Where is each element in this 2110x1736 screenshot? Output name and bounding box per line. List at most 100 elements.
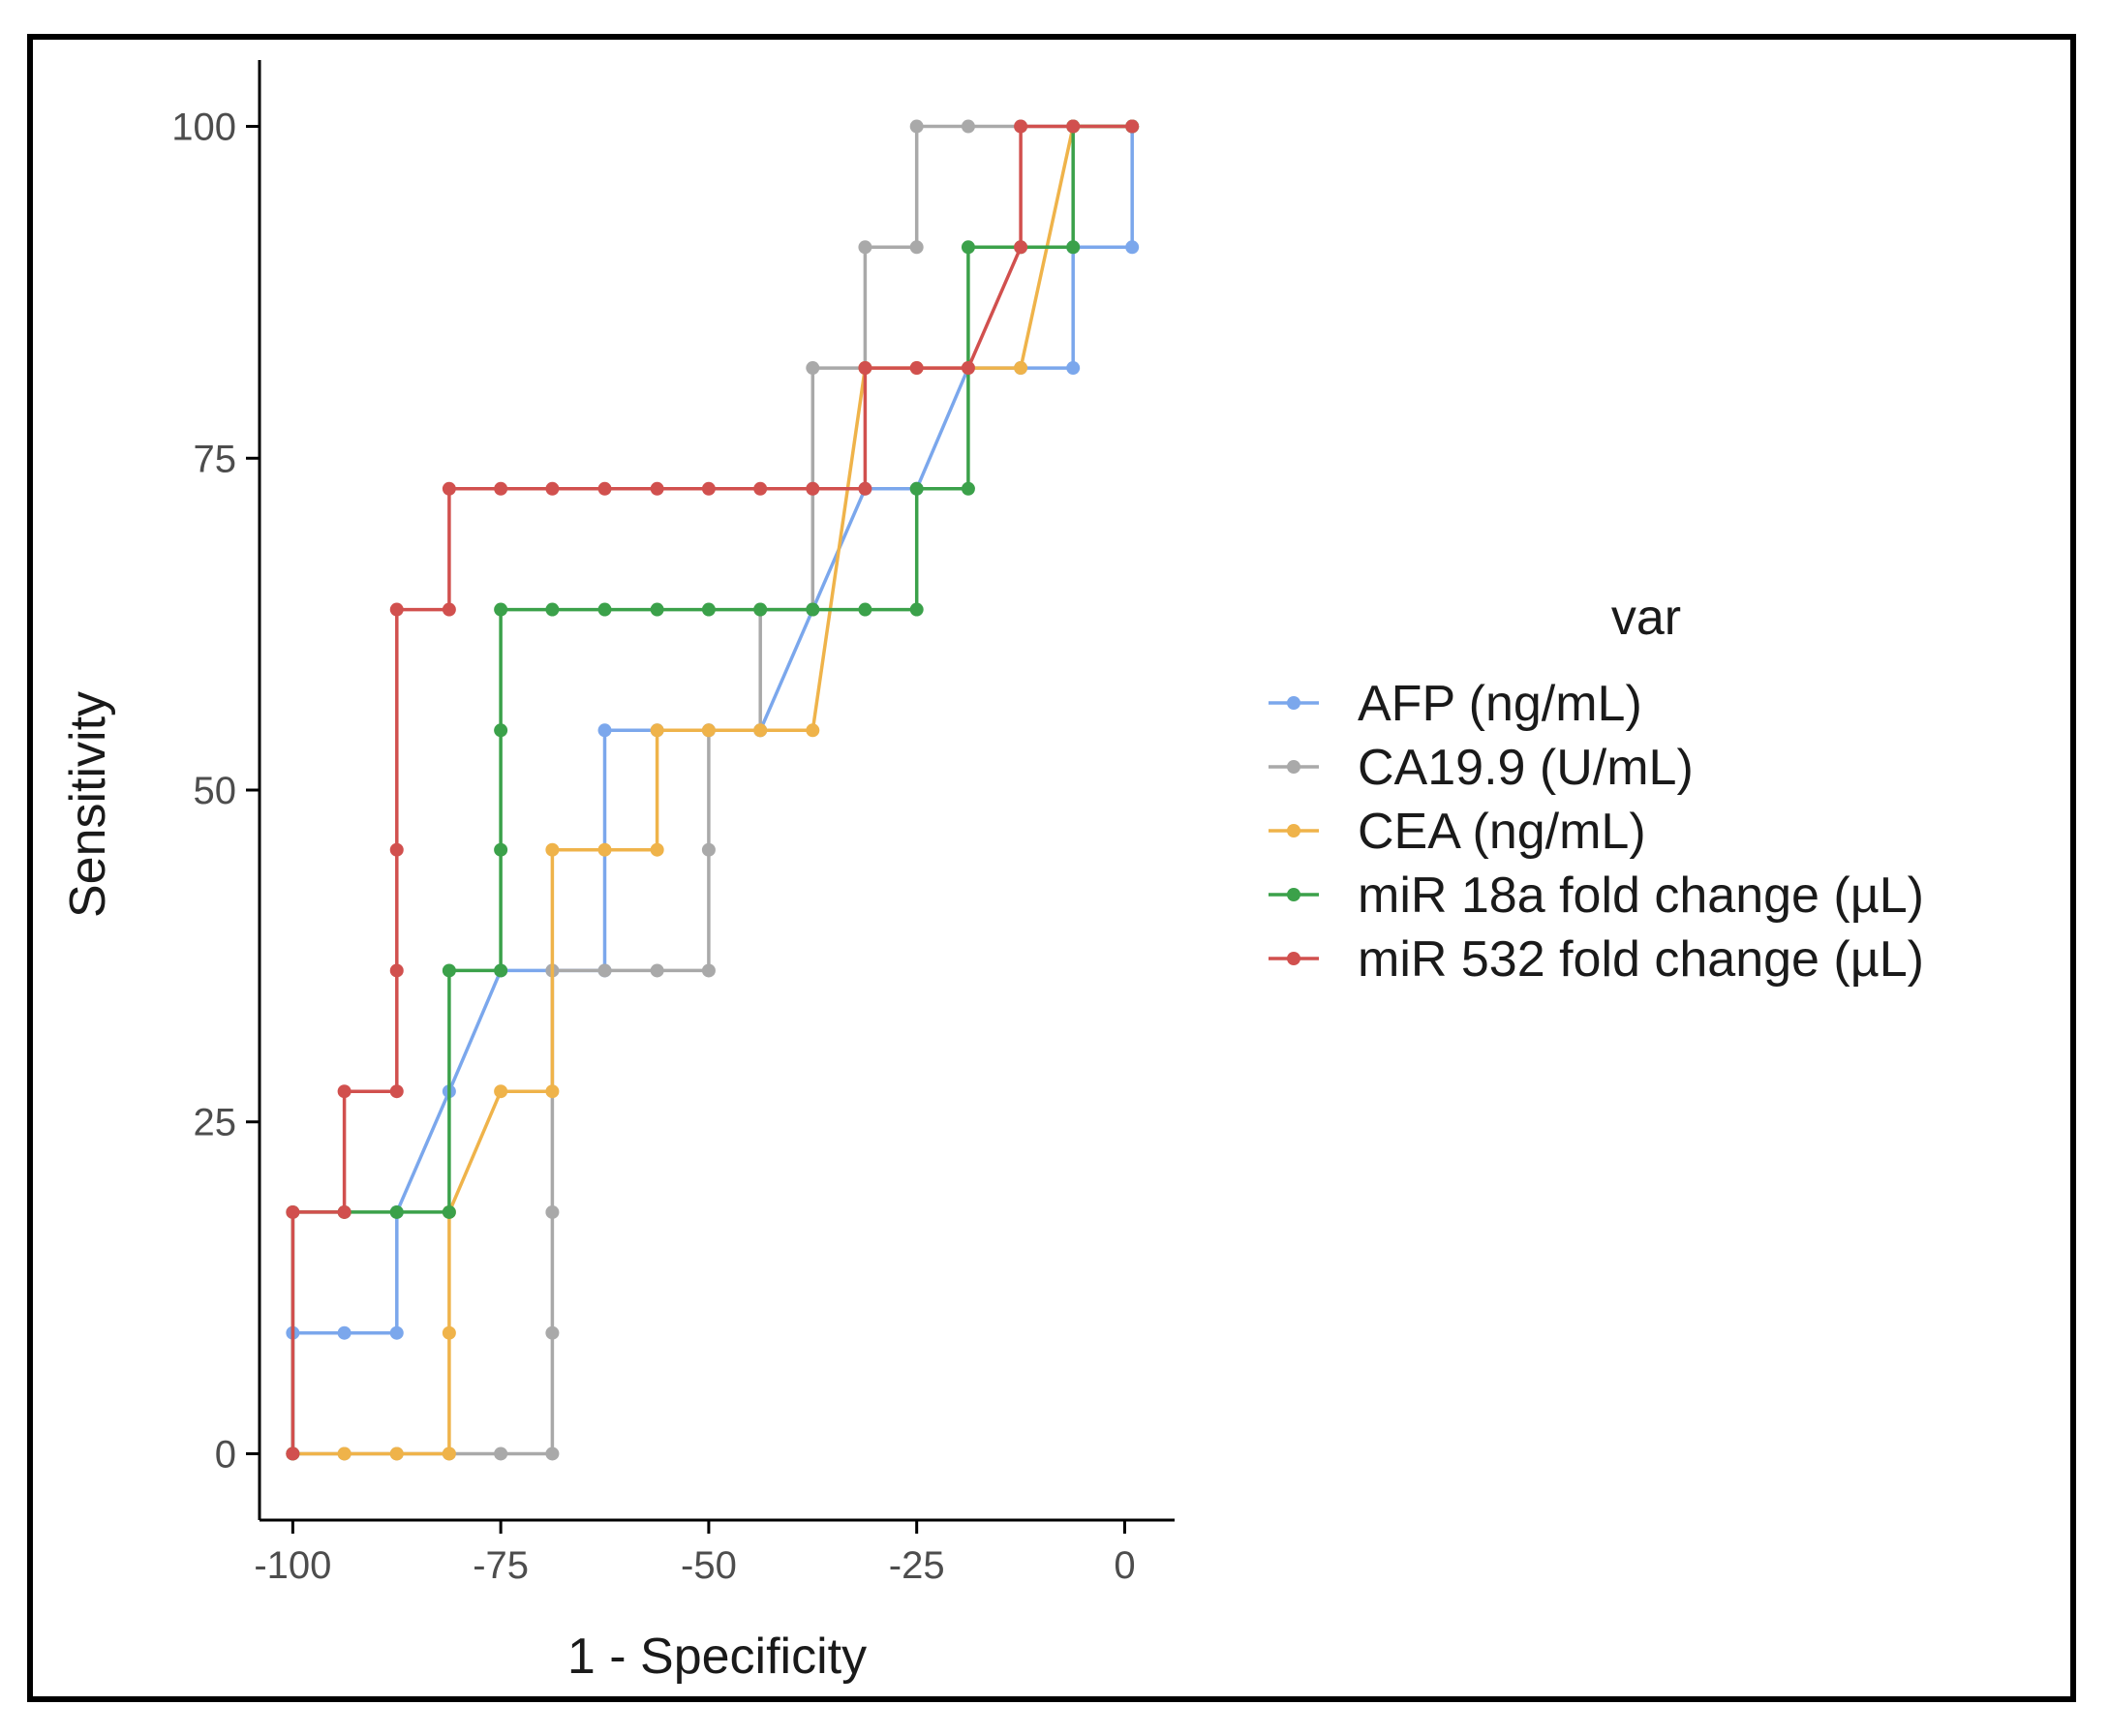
data-point — [389, 1084, 404, 1099]
data-point — [389, 1204, 404, 1219]
data-point — [337, 1084, 352, 1099]
data-point — [597, 842, 612, 857]
data-point — [442, 963, 456, 978]
data-point — [494, 602, 508, 617]
data-point — [442, 481, 456, 496]
data-point — [650, 723, 664, 738]
data-point — [909, 240, 924, 255]
data-point — [858, 602, 872, 617]
data-point — [545, 602, 560, 617]
data-point — [806, 602, 820, 617]
data-point — [701, 481, 716, 496]
data-point — [650, 963, 664, 978]
data-point — [1125, 119, 1140, 134]
figure-frame — [27, 34, 2076, 1702]
data-point — [337, 1325, 352, 1340]
data-point — [701, 963, 716, 978]
series-layer — [286, 119, 1140, 1461]
data-point — [753, 723, 768, 738]
data-point — [545, 1325, 560, 1340]
data-point — [597, 481, 612, 496]
data-point — [442, 1325, 456, 1340]
data-point — [858, 481, 872, 496]
series-line — [291, 124, 1133, 1454]
data-point — [494, 842, 508, 857]
legend-key-point — [1287, 696, 1300, 710]
legend-key-point — [1287, 760, 1300, 774]
data-point — [909, 602, 924, 617]
x-tick-label: -75 — [473, 1544, 529, 1587]
data-point — [650, 481, 664, 496]
series-4 — [286, 119, 1140, 1461]
data-point — [337, 1204, 352, 1219]
legend-label: miR 18a fold change (µL) — [1358, 868, 1924, 924]
series-line — [291, 124, 1133, 1454]
data-point — [806, 481, 820, 496]
data-point — [753, 481, 768, 496]
data-point — [442, 1447, 456, 1461]
data-point — [597, 602, 612, 617]
legend-key-point — [1287, 824, 1300, 838]
data-point — [858, 240, 872, 255]
data-point — [701, 723, 716, 738]
y-tick-label: 25 — [194, 1102, 237, 1144]
data-point — [545, 1084, 560, 1099]
data-point — [1125, 240, 1140, 255]
legend-title: var — [1611, 590, 1681, 646]
series-1 — [286, 119, 1140, 1461]
data-point — [650, 842, 664, 857]
data-point — [701, 842, 716, 857]
data-point — [389, 1325, 404, 1340]
data-point — [753, 602, 768, 617]
data-point — [909, 361, 924, 376]
data-point — [1014, 119, 1028, 134]
data-point — [961, 240, 975, 255]
data-point — [858, 361, 872, 376]
series-line — [292, 124, 1133, 1456]
data-point — [961, 119, 975, 134]
data-point — [909, 481, 924, 496]
data-point — [545, 1447, 560, 1461]
x-tick-label: -50 — [681, 1544, 737, 1587]
legend-label: CEA (ng/mL) — [1358, 804, 1646, 860]
data-point — [494, 481, 508, 496]
data-point — [494, 1447, 508, 1461]
data-point — [494, 963, 508, 978]
y-tick-label: 0 — [215, 1433, 236, 1476]
data-point — [494, 723, 508, 738]
data-point — [389, 1447, 404, 1461]
series-0 — [286, 119, 1140, 1461]
data-point — [597, 723, 612, 738]
x-tick-label: -100 — [254, 1544, 331, 1587]
data-point — [597, 963, 612, 978]
data-point — [650, 602, 664, 617]
legend: var AFP (ng/mL) CA19.9 (U/mL) CEA (ng/mL) mi… — [1269, 590, 1924, 988]
data-point — [389, 963, 404, 978]
data-point — [389, 602, 404, 617]
data-point — [545, 1204, 560, 1219]
data-point — [545, 481, 560, 496]
data-point — [442, 602, 456, 617]
data-point — [442, 1204, 456, 1219]
series-2 — [286, 119, 1140, 1461]
data-point — [806, 723, 820, 738]
data-point — [286, 1204, 300, 1219]
data-point — [286, 1447, 300, 1461]
data-point — [1014, 361, 1028, 376]
data-point — [1066, 240, 1081, 255]
x-tick-label: -25 — [889, 1544, 945, 1587]
x-axis-title: 1 - Specificity — [567, 1629, 867, 1685]
axes: 0 25 50 75 100 -100 -75 -50 -25 0 1 - Specificity S… — [60, 60, 1175, 1685]
y-axis-title: Sensitivity — [60, 691, 116, 918]
data-point — [494, 1084, 508, 1099]
data-point — [545, 842, 560, 857]
legend-label: AFP (ng/mL) — [1358, 676, 1642, 732]
y-tick-label: 100 — [171, 107, 236, 149]
legend-key-point — [1287, 952, 1300, 965]
y-tick-label: 50 — [194, 770, 237, 812]
series-3 — [286, 119, 1140, 1461]
data-point — [961, 481, 975, 496]
data-point — [961, 361, 975, 376]
data-point — [701, 602, 716, 617]
